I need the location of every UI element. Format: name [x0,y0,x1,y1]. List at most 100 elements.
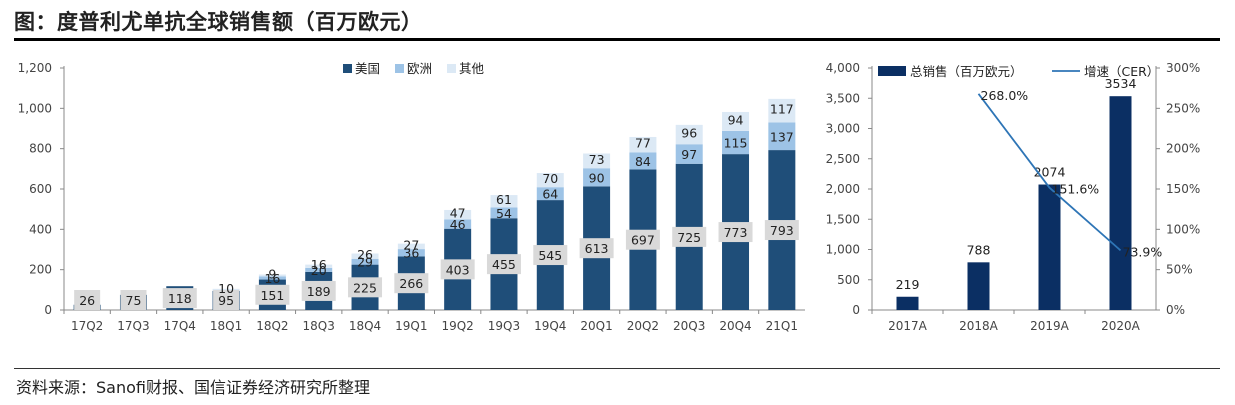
left-chart-bar-segment-other [675,124,703,145]
left-chart-x-tick-label: 18Q3 [303,319,335,333]
left-chart-bar-segment-eu [351,258,379,265]
right-chart-left-tick-label: 0 [852,303,860,317]
right-chart-left-tick-label: 3,500 [826,91,860,105]
right-chart-left-tick-label: 1,000 [826,243,860,257]
left-chart-us-label-box [255,284,290,305]
left-chart-us-label-box [625,229,660,250]
left-chart-bar-segment-other [258,274,286,277]
right-chart-x-tick-label: 2017A [888,319,928,333]
left-chart-y-tick-label: 400 [29,222,52,236]
right-chart-total-bar [967,262,990,310]
left-chart-legend-label: 其他 [459,61,485,76]
right-chart-total-data-label: 3534 [1105,76,1137,91]
left-chart-us-data-label: 613 [585,241,609,256]
left-chart-us-data-label: 266 [399,276,423,291]
left-chart-x-tick-label: 20Q3 [673,319,705,333]
left-chart-eu-data-label: 20 [311,263,327,278]
left-chart-eu-data-label: 84 [635,154,651,169]
right-chart-x-tick-label: 2019A [1030,319,1070,333]
left-chart-other-data-label: 73 [589,152,605,167]
right-chart-growth-data-label: 73.9% [1123,244,1163,259]
left-chart-us-data-label: 189 [307,284,331,299]
right-chart-total-data-label: 788 [967,242,991,257]
left-chart-bar-segment-other [583,153,611,169]
left-chart-us-label-box [213,290,240,310]
left-chart-x-tick-label: 19Q4 [534,319,566,333]
right-chart-growth-line [977,93,1122,252]
left-chart-us-data-label: 773 [724,225,748,240]
left-chart-bar-segment-eu [258,276,286,280]
left-chart-us-data-label: 455 [492,257,516,272]
right-chart-x-tick-label: 2020A [1101,319,1141,333]
right-chart-right-tick-label: 0% [1166,303,1185,317]
right-chart-right-tick-label: 200% [1166,142,1200,156]
left-chart-bar-segment-eu [444,219,472,229]
source-note: 资料来源：Sanofi财报、国信证券经济研究所整理 [16,378,370,397]
left-chart-legend-swatch-us [343,64,352,73]
right-chart-left-tick-label: 1,500 [826,212,860,226]
right-chart-left-tick-label: 3,000 [826,122,860,136]
left-chart-us-data-label: 725 [677,230,701,245]
left-chart-other-data-label: 9 [268,266,276,281]
left-chart-y-tick-label: 200 [29,263,52,277]
left-chart-eu-data-label: 36 [403,246,419,261]
left-chart-other-data-label: 61 [496,192,512,207]
left-chart-us-data-label: 697 [631,233,655,248]
left-chart-x-tick-label: 19Q1 [395,319,427,333]
left-chart-us-label-box [74,290,101,310]
left-chart-bar-segment-other [490,195,518,208]
left-chart-us-label-box [672,226,707,247]
title-rule [14,38,1220,41]
left-chart-x-tick-label: 20Q2 [627,319,659,333]
left-chart-bar-segment-eu [490,207,518,219]
left-chart-bar-segment-eu [768,122,796,151]
left-chart-x-tick-label: 20Q4 [719,319,751,333]
right-chart-left-tick-label: 4,000 [826,61,860,75]
left-chart-y-tick-label: 0 [44,303,52,317]
right-chart-right-tick-label: 50% [1166,263,1193,277]
left-chart-other-data-label: 94 [728,112,744,127]
left-chart-x-tick-label: 18Q2 [256,319,288,333]
left-chart-bar-segment-other [444,209,472,220]
left-chart-y-tick-label: 1,200 [18,61,52,75]
right-chart-legend-label-total: 总销售（百万欧元） [910,64,1023,79]
left-chart-eu-data-label: 64 [542,187,558,202]
right-chart-legend-label-growth: 增速（CER） [1084,64,1159,79]
left-chart-us-label-box [394,273,429,294]
right-chart-total-bar [1109,96,1132,311]
left-chart-eu-data-label: 46 [450,217,466,232]
left-chart-us-label-box [120,290,147,310]
left-chart-us-label-box [486,254,521,275]
right-chart-right-tick-label: 250% [1166,101,1200,115]
left-chart-other-data-label: 47 [450,206,466,221]
left-chart-legend-label: 欧洲 [407,61,432,76]
left-chart-other-data-label: 10 [218,281,234,296]
left-chart-legend-label: 美国 [355,61,380,76]
left-chart-eu-data-label: 90 [589,170,605,185]
left-chart-bar-segment-eu [536,187,564,201]
right-chart-x-tick-label: 2018A [959,319,999,333]
left-chart-bar-segment-eu [305,267,333,272]
figure-title: 图：度普利尤单抗全球销售额（百万欧元） [14,10,423,34]
left-chart-us-data-label: 75 [126,293,142,308]
left-chart-y-tick-label: 800 [29,142,52,156]
right-chart-left-tick-label: 500 [837,273,860,287]
left-chart-us-label-box [533,245,568,266]
left-chart-other-data-label: 27 [403,237,419,252]
left-chart-us-label-box [440,259,475,280]
left-chart-us-data-label: 793 [770,223,794,238]
left-chart-eu-data-label: 115 [724,136,748,151]
left-chart-eu-data-label: 137 [770,129,794,144]
left-chart-us-data-label: 403 [446,262,470,277]
left-chart-x-tick-label: 20Q1 [580,319,612,333]
left-chart-us-data-label: 118 [168,291,192,306]
left-chart-bar-segment-other [212,288,240,291]
left-chart-eu-data-label: 29 [357,255,373,270]
left-chart-other-data-label: 26 [357,247,373,262]
left-chart-bar-segment-other [768,98,796,123]
right-chart-total-bar [896,296,919,310]
left-chart-bar-segment-other [629,136,657,153]
left-chart-eu-data-label: 16 [264,271,280,286]
left-chart-eu-data-label: 54 [496,206,512,221]
